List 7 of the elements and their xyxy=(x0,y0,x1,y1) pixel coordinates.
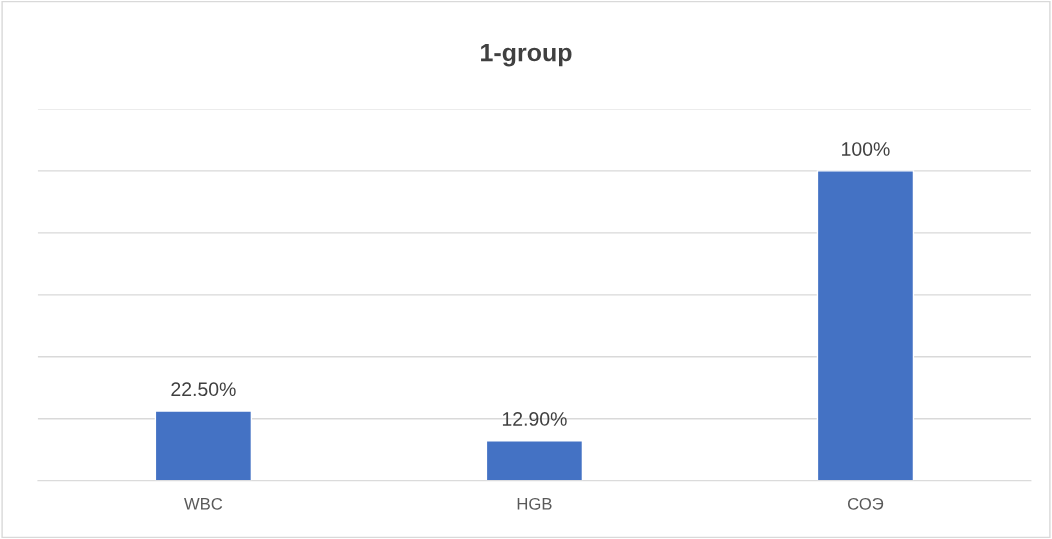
data-label: 22.50% xyxy=(171,382,236,397)
data-label: 12.90% xyxy=(502,412,567,426)
data-label: 100% xyxy=(842,142,890,156)
x-tick-label: HGB xyxy=(517,497,552,510)
chart-title: 1-group xyxy=(481,43,572,67)
x-tick-label: СОЭ xyxy=(847,497,884,510)
x-tick-label: WBC xyxy=(184,497,223,510)
